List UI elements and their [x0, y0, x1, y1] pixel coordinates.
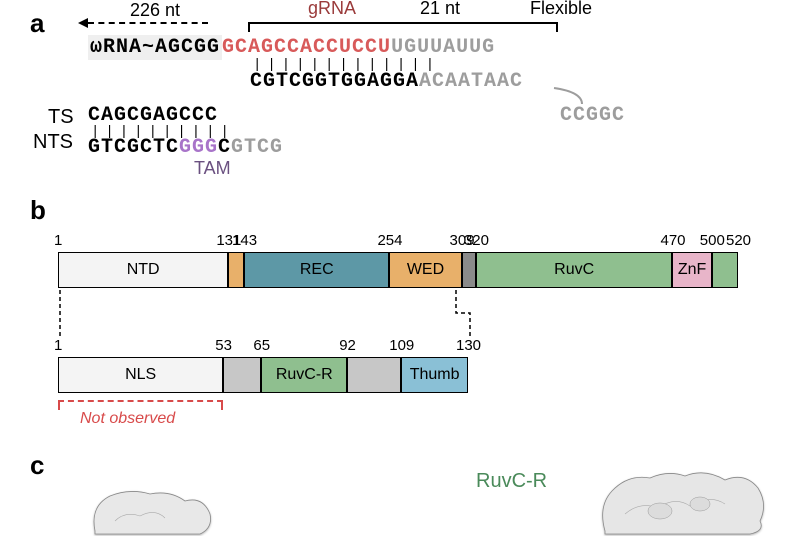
domain-seg-ZnF: ZnF	[672, 252, 711, 288]
label-TAM: TAM	[194, 158, 231, 179]
label-gRNA: gRNA	[308, 0, 356, 19]
seq-row2: CGTCGGTGGAGGAACAATAAC	[250, 70, 523, 93]
panel-b-label: b	[30, 195, 46, 226]
seq-nts-pre: GTCGCTC	[88, 136, 179, 159]
domain-seg-RuvC-R: RuvC-R	[261, 357, 347, 393]
pos-label-520: 520	[726, 232, 751, 249]
seq-nts-flex: GTCG	[231, 136, 283, 159]
label-21nt: 21 nt	[420, 0, 460, 19]
domain-bar-2: NLS RuvC-R Thumb	[58, 357, 468, 393]
bracket-grna	[248, 22, 558, 32]
seq-omega: ωRNA~AGCGG	[88, 35, 222, 60]
ticks-top: |||||||||||||	[250, 59, 437, 67]
domain-seg-blank	[228, 252, 244, 288]
pos-label-143: 143	[232, 232, 257, 249]
domain-seg-Thumb: Thumb	[401, 357, 468, 393]
not-observed-label: Not observed	[80, 410, 175, 428]
seq-row4: GTCGCTCGGGCGTCG	[88, 136, 283, 159]
seq-flex2: ACAATAAC	[419, 70, 523, 93]
domain-seg-NTD: NTD	[58, 252, 228, 288]
domain-seg-blank	[223, 357, 261, 393]
not-observed-bracket	[58, 400, 223, 410]
seq-target: CGTCGGTGGAGGA	[250, 70, 419, 93]
domain-seg-REC: REC	[244, 252, 389, 288]
domain-bar-1: NTD RECWED RuvCZnF	[58, 252, 738, 288]
pos-label-320: 320	[464, 232, 489, 249]
seq-gRNA: GCAGCCACCUCCU	[222, 36, 391, 59]
domain-seg-RuvC: RuvC	[476, 252, 673, 288]
seq-flex1: UGUUAUUG	[391, 36, 495, 59]
pos-label-92: 92	[339, 337, 356, 354]
domain-seg-blank	[712, 252, 738, 288]
pos-label-254: 254	[377, 232, 402, 249]
domain-seg-WED: WED	[389, 252, 461, 288]
domain-seg-blank	[462, 252, 476, 288]
seq-tam: GGG	[179, 136, 218, 159]
pos-label-470: 470	[660, 232, 685, 249]
label-226nt: 226 nt	[130, 0, 180, 21]
seq-nts-post: C	[218, 136, 231, 159]
arrow-226nt	[88, 22, 208, 24]
seq-loop: CCGGC	[560, 104, 625, 127]
label-flexible: Flexible	[530, 0, 592, 19]
pos-label-109: 109	[389, 337, 414, 354]
pos-label-53: 53	[215, 337, 232, 354]
cryo-blob-right	[590, 466, 770, 536]
seq-row1: ωRNA~AGCGGGCAGCCACCUCCUUGUUAUUG	[88, 36, 495, 59]
pos-label-65: 65	[253, 337, 270, 354]
ticks-left: ||||||||||	[88, 126, 232, 134]
panel-a-label: a	[30, 8, 44, 39]
pos-label-130: 130	[456, 337, 481, 354]
label-ruvc-r: RuvC-R	[476, 470, 547, 493]
pos-label-500: 500	[700, 232, 725, 249]
label-TS: TS	[48, 106, 74, 129]
pos-label-1: 1	[54, 337, 62, 354]
label-NTS: NTS	[33, 131, 73, 154]
domain-seg-NLS: NLS	[58, 357, 223, 393]
panel-c-label: c	[30, 450, 44, 481]
domain-seg-blank	[347, 357, 401, 393]
pos-label-1: 1	[54, 232, 62, 249]
